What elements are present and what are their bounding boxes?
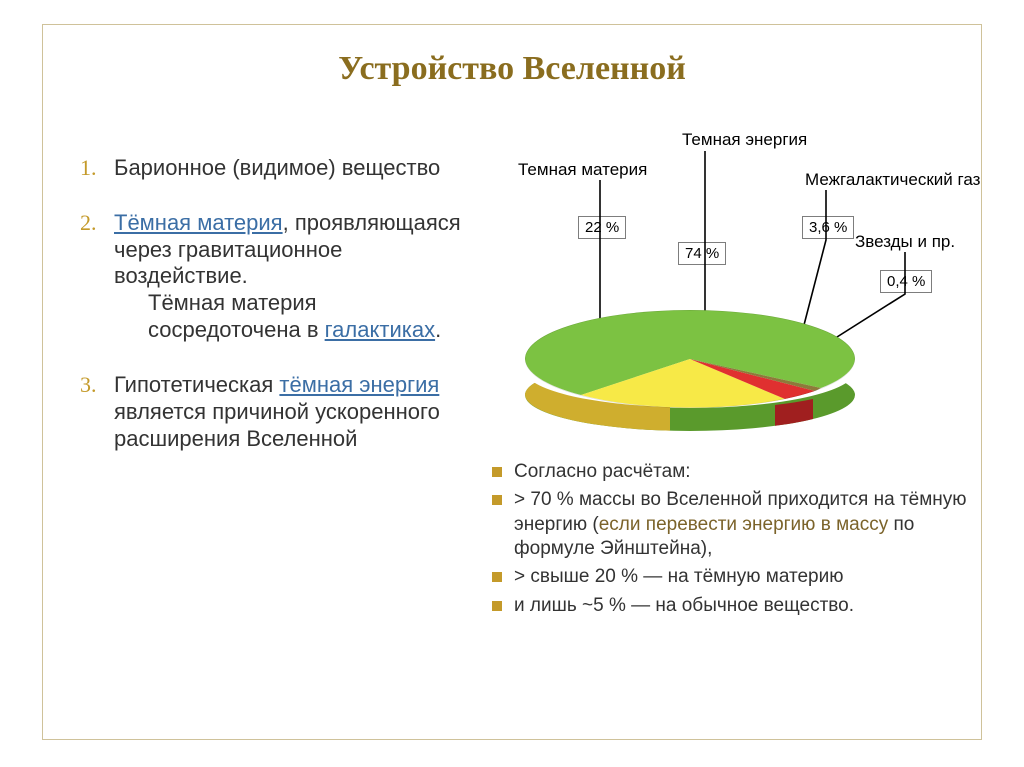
list-number: 3. [80,372,97,399]
list-item: 1. Барионное (видимое) вещество [80,155,470,182]
bullet-item: > 70 % массы во Вселенной приходится на … [488,488,986,561]
pie-chart-3d: Темная материя Темная энергия Межгалакти… [500,130,980,450]
link-galaxies[interactable]: галактиках [325,317,435,342]
bullet-item: Согласно расчётам: [488,460,986,484]
emphasis-text: если перевести энергию в массу [599,514,888,535]
list-number: 2. [80,210,97,237]
bullet-item: > свыше 20 % — на тёмную материю [488,565,986,589]
pie-body [525,310,855,430]
left-column: 1. Барионное (видимое) вещество 2. Тёмна… [80,155,470,480]
link-dark-matter[interactable]: Тёмная материя [114,210,283,235]
list-text: является причиной ускоренного расширения… [114,399,440,451]
list-text-line2: Тёмная материя сосредоточена в галактика… [114,290,470,344]
pie-top [525,310,855,408]
right-column: Согласно расчётам: > 70 % массы во Вселе… [488,460,986,622]
page-title: Устройство Вселенной [0,50,1024,88]
list-text: Гипотетическая [114,372,279,397]
list-item: 2. Тёмная материя, проявляющаяся через г… [80,210,470,344]
list-item: 3. Гипотетическая тёмная энергия являетс… [80,372,470,452]
list-number: 1. [80,155,97,182]
bullet-item: и лишь ~5 % — на обычное вещество. [488,594,986,618]
slide: Устройство Вселенной 1. Барионное (видим… [0,0,1024,767]
list-text: Барионное (видимое) вещество [114,155,440,180]
link-dark-energy[interactable]: тёмная энергия [279,372,439,397]
